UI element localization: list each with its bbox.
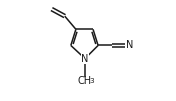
- Text: N: N: [126, 40, 133, 50]
- Text: 3: 3: [90, 78, 94, 84]
- Text: N: N: [81, 54, 89, 64]
- Text: CH: CH: [78, 76, 92, 86]
